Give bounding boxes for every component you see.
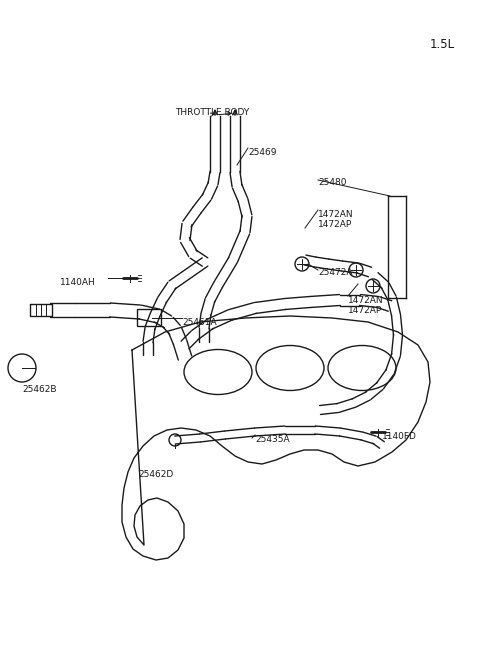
Text: 1472AN
1472AP: 1472AN 1472AP [348,296,384,314]
Text: THROTTLE BODY: THROTTLE BODY [175,108,249,117]
Text: 1140AH: 1140AH [60,278,96,287]
Text: 25462D: 25462D [138,470,173,479]
Text: 1472AN
1472AP: 1472AN 1472AP [318,210,354,229]
Text: 25469: 25469 [248,148,276,157]
Text: 1.5L: 1.5L [430,38,455,51]
Text: 25461A: 25461A [182,318,216,327]
Text: 25435A: 25435A [255,435,289,444]
Text: 25480: 25480 [318,178,347,187]
Text: 25462B: 25462B [22,385,57,394]
Text: 25472A: 25472A [318,268,352,277]
Text: 1140FD: 1140FD [382,432,417,441]
